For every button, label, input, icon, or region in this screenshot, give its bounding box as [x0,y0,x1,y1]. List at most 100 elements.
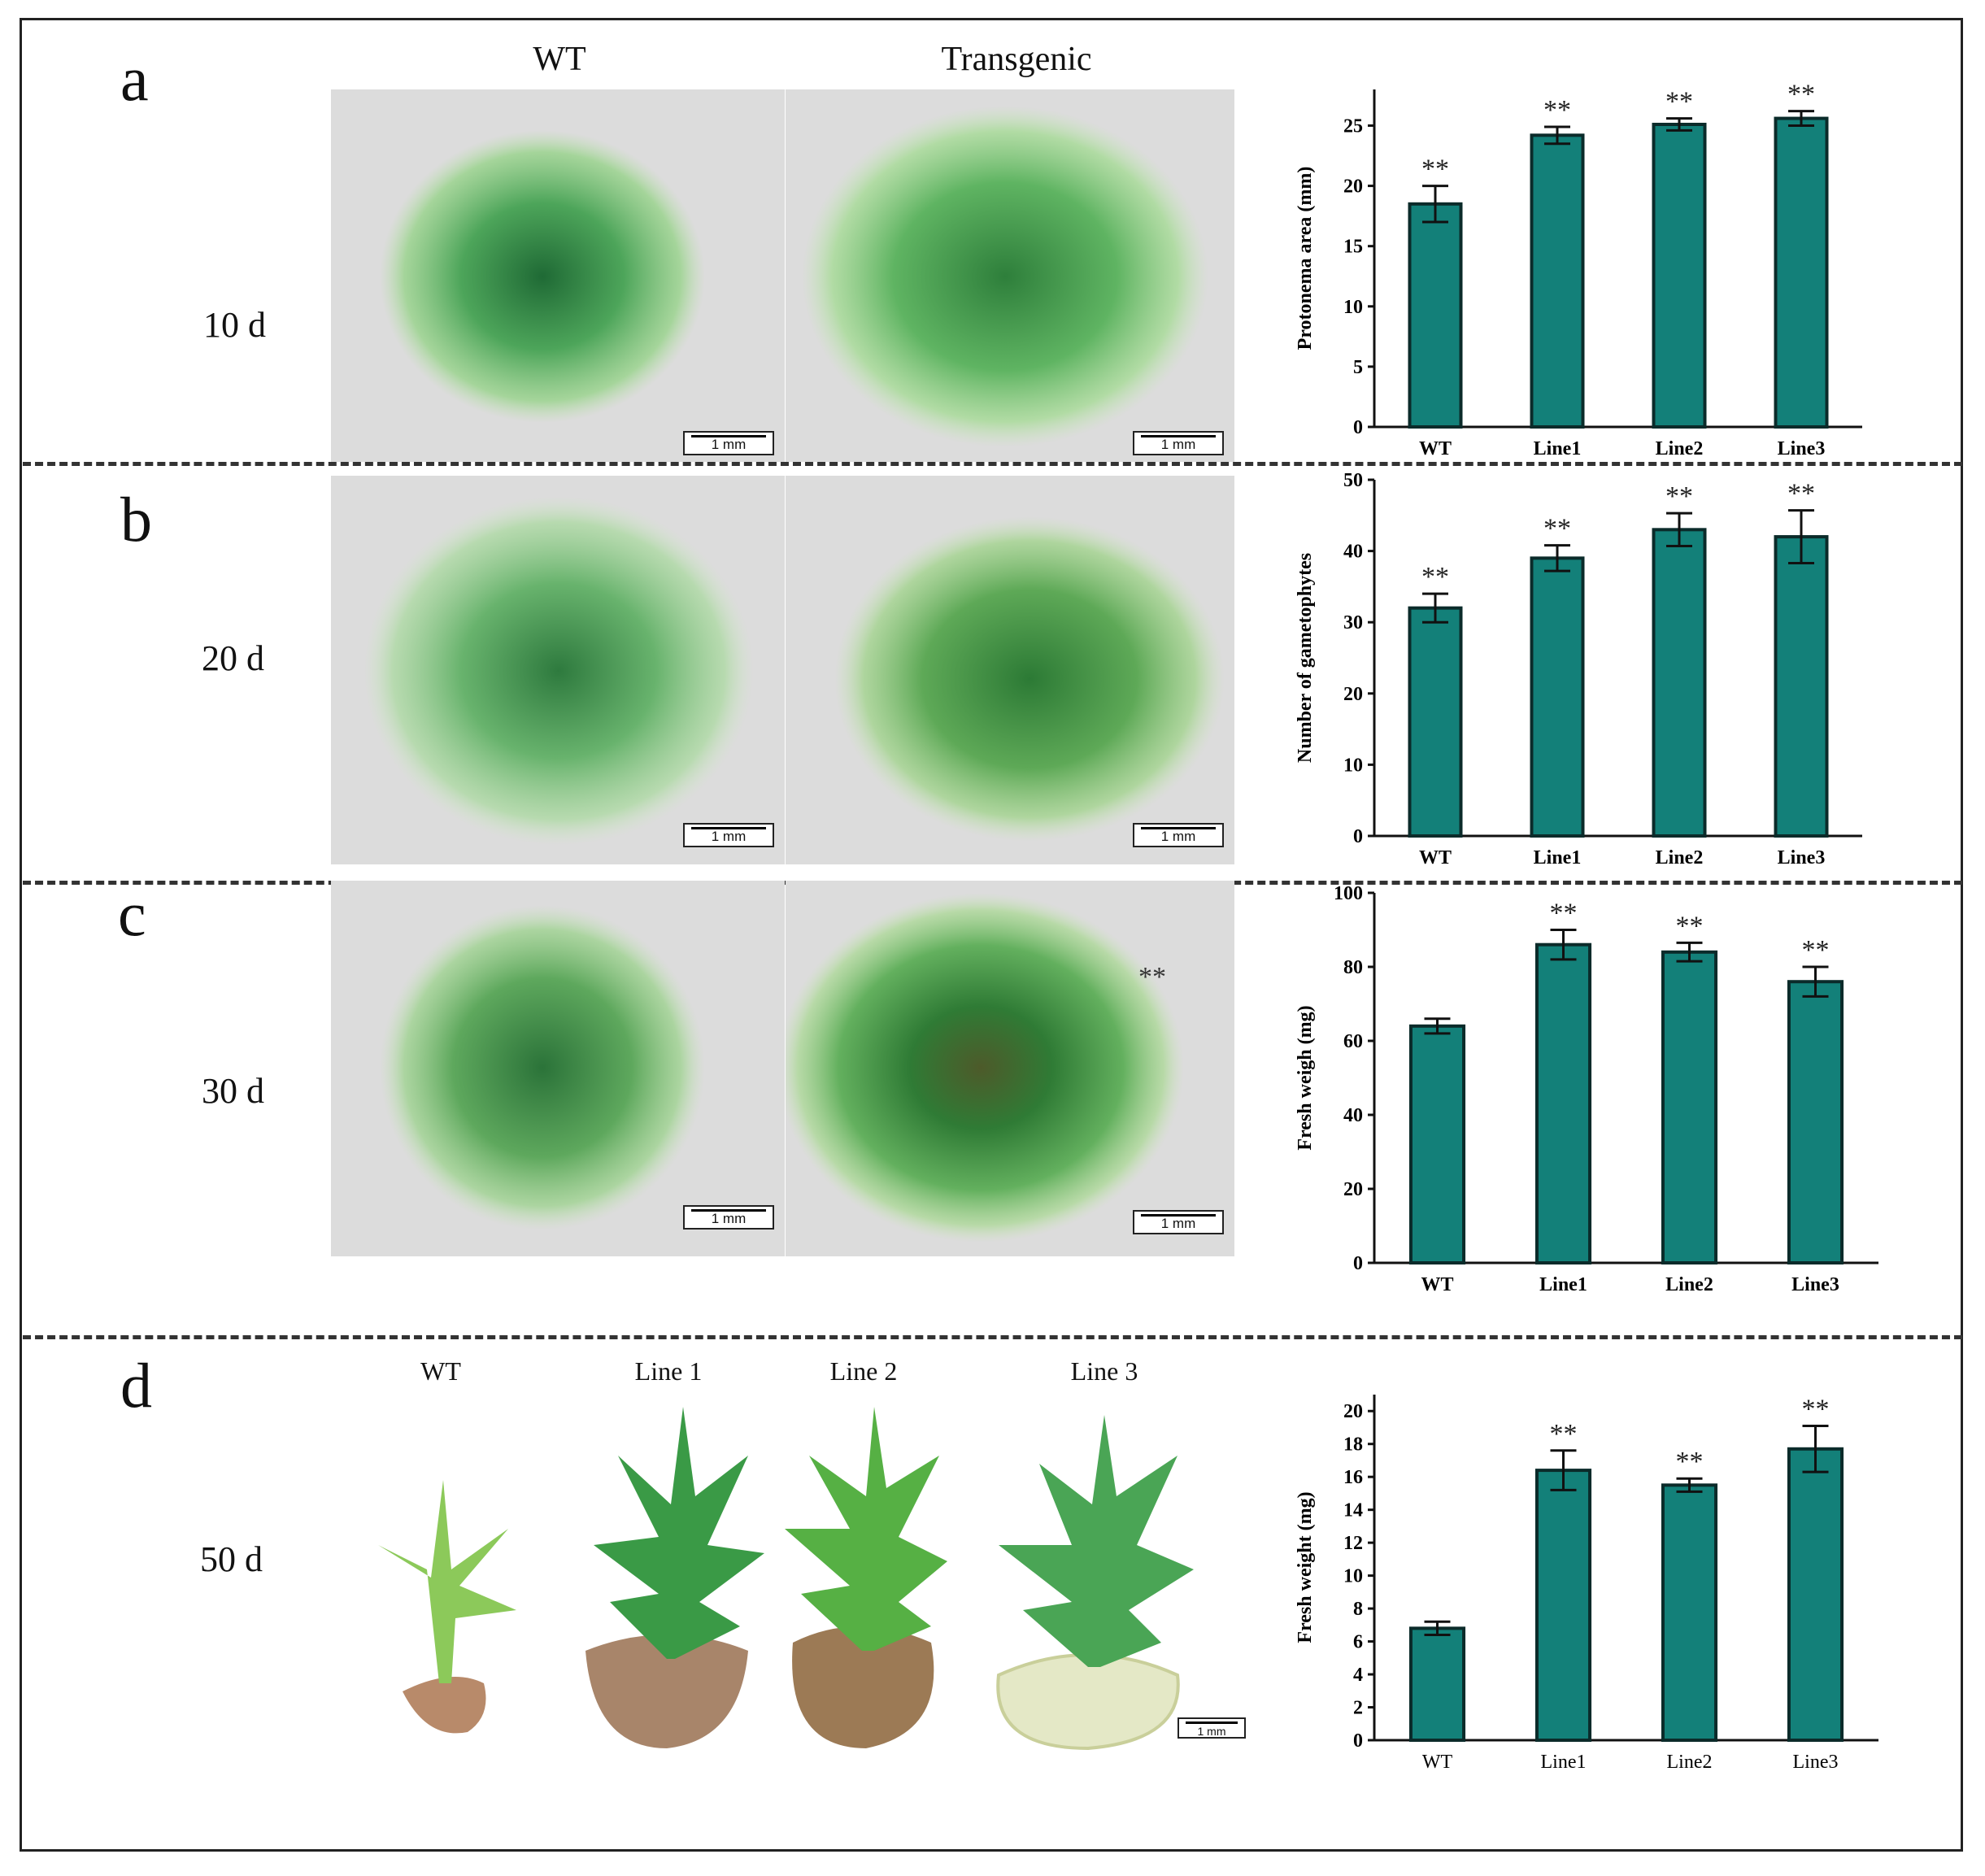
chart-c-fresh-weigh: 0 20 40 60 80 100 Fresh weigh (mg) WT ** Line1 ** L… [1269,883,1887,1308]
y-tick-label: 40 [1343,542,1363,563]
plant-photo-line3 [982,1407,1206,1756]
y-tick-label: 100 [1334,883,1363,904]
bar-wt [1408,1626,1466,1742]
significance-mark: ** [1676,1447,1704,1477]
y-tick-label: 14 [1343,1500,1363,1521]
significance-mark: ** [1787,479,1815,509]
plant-title-wt: WT [420,1356,461,1386]
significance-mark: ** [1665,87,1693,117]
x-tick-label: WT [1422,1752,1453,1773]
bar-line3 [1787,1447,1844,1743]
bar-line1 [1530,556,1585,838]
separator-cd [23,1335,1962,1339]
y-tick-label: 8 [1353,1599,1363,1620]
significance-mark: ** [1676,911,1704,941]
y-tick-label: 60 [1343,1031,1363,1052]
x-tick-label: WT [1419,847,1452,868]
x-tick-label: Line3 [1778,438,1826,459]
bar-line1 [1530,133,1585,429]
y-tick-label: 2 [1353,1698,1363,1719]
y-tick-label: 0 [1353,417,1363,438]
chart-b-gametophytes: 0 10 20 30 40 50 Number of gametophytes ** WT ** L… [1269,462,1870,877]
plant-photo-line2 [768,1407,955,1756]
y-axis-label: Protonema area (mm) [1295,167,1316,350]
y-tick-label: 0 [1353,1253,1363,1274]
photo-a-wt [331,89,785,462]
column-title-transgenic: Transgenic [941,41,1092,78]
day-label-20d: 20 d [202,638,264,678]
x-tick-label: Line2 [1656,847,1704,868]
x-tick-label: Line3 [1793,1752,1839,1773]
y-axis-label: Number of gametophytes [1295,553,1316,763]
panel-letter-c: c [118,878,146,949]
y-axis-label: Fresh weight (mg) [1295,1491,1316,1643]
significance-mark: ** [1543,514,1571,544]
scale-bar-c-transgenic: 1 mm [1133,1210,1224,1234]
x-tick-label: WT [1419,438,1452,459]
significance-mark: ** [1550,899,1578,929]
scale-bar-a-wt: 1 mm [683,431,774,455]
plant-photo-line1 [561,1407,781,1756]
day-label-50d: 50 d [200,1539,263,1579]
bar-line3 [1774,535,1829,838]
significance-mark: ** [1421,155,1449,185]
y-tick-label: 30 [1343,612,1363,633]
x-tick-label: Line2 [1667,1752,1713,1773]
y-tick-label: 18 [1343,1434,1363,1456]
y-tick-label: 16 [1343,1467,1363,1488]
scale-bar-b-transgenic: 1 mm [1133,823,1224,847]
bar-wt [1408,606,1463,838]
x-tick-label: Line3 [1778,847,1826,868]
separator-ab [23,462,1962,466]
panel-letter-d: d [120,1350,152,1421]
scale-bar-a-transgenic: 1 mm [1133,431,1224,455]
y-tick-label: 25 [1343,115,1363,137]
y-tick-label: 0 [1353,826,1363,847]
significance-mark: ** [1802,935,1830,965]
photo-b-wt [331,476,785,864]
bar-wt [1408,1024,1466,1265]
y-tick-label: 15 [1343,237,1363,258]
plant-title-line2: Line 2 [829,1356,898,1386]
x-tick-label: Line2 [1665,1274,1713,1295]
column-title-wt: WT [533,41,586,78]
significance-mark: ** [1543,95,1571,125]
bar-line2 [1652,122,1707,429]
plant-title-line1: Line 1 [634,1356,703,1386]
bar-wt [1408,202,1463,429]
x-tick-label: Line1 [1539,1274,1587,1295]
panel-letter-b: b [120,484,152,555]
x-tick-label: WT [1421,1274,1453,1295]
y-tick-label: 6 [1353,1632,1363,1653]
bar-line1 [1534,942,1592,1264]
y-tick-label: 10 [1343,1566,1363,1587]
photo-c-wt [331,881,785,1256]
y-tick-label: 12 [1343,1533,1363,1554]
y-tick-label: 20 [1343,1179,1363,1200]
y-tick-label: 20 [1343,176,1363,198]
x-tick-label: Line3 [1791,1274,1839,1295]
x-tick-label: Line1 [1541,1752,1587,1773]
bar-line2 [1661,950,1718,1265]
significance-mark: ** [1421,562,1449,592]
significance-mark: ** [1665,481,1693,511]
y-tick-label: 80 [1343,957,1363,978]
significance-mark: ** [1550,1419,1578,1449]
bar-line2 [1661,1483,1718,1743]
photo-b-transgenic [786,476,1234,864]
significance-mark: ** [1787,80,1815,110]
y-tick-label: 40 [1343,1105,1363,1126]
panel-letter-a: a [120,43,149,114]
y-tick-label: 20 [1343,684,1363,705]
scale-bar-b-wt: 1 mm [683,823,774,847]
y-tick-label: 4 [1353,1665,1363,1686]
chart-a-protonema-area: 0 5 10 15 20 25 Protonema area (mm) ** WT ** Line1… [1269,65,1870,464]
photo-c-annotation: ** [1138,962,1166,992]
y-tick-label: 0 [1353,1730,1363,1752]
chart-d-fresh-weight: 0 2 4 6 8 10 12 14 16 18 20 Fresh weight (mg) WT ** Li… [1269,1370,1887,1785]
y-tick-label: 10 [1343,297,1363,318]
scale-bar-d: 1 mm [1178,1717,1246,1739]
y-tick-label: 50 [1343,470,1363,491]
significance-mark: ** [1802,1394,1830,1424]
x-tick-label: Line1 [1534,438,1582,459]
